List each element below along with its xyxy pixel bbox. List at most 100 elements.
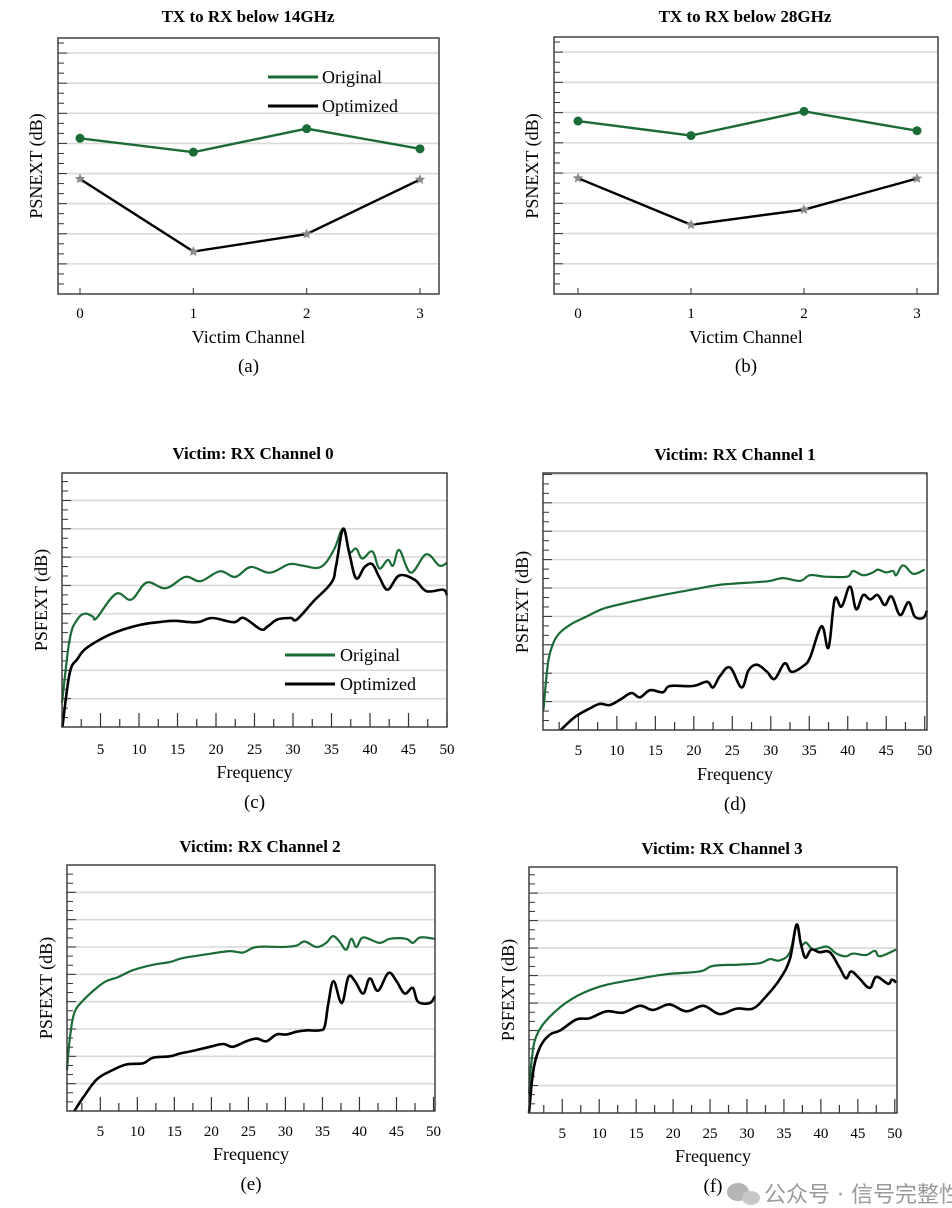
series-original: [527, 923, 897, 1094]
x-tick-label: 30: [286, 742, 301, 758]
plot-frame: [528, 866, 898, 1114]
x-tick-label: 20: [666, 1126, 681, 1142]
x-tick-label: 20: [209, 742, 224, 758]
x-tick-label: 10: [609, 743, 624, 759]
x-tick-label: 2: [800, 306, 808, 322]
data-point: [414, 174, 426, 184]
x-tick-label: 3: [913, 306, 921, 322]
x-tick-label: 10: [130, 1124, 145, 1140]
x-tick-label: 50: [917, 743, 932, 759]
x-tick-label: 35: [776, 1126, 791, 1142]
series-optimized: [73, 971, 437, 1112]
chart-title: Victim: RX Channel 3: [641, 839, 802, 858]
y-axis-label: PSFEXT (dB): [498, 939, 519, 1041]
x-tick-label: 2: [303, 306, 311, 322]
series-optimized: [74, 173, 426, 256]
chart-title: Victim: RX Channel 1: [654, 445, 815, 464]
x-tick-label: 15: [167, 1124, 182, 1140]
subfigure-caption: (f): [704, 1176, 723, 1197]
x-tick-label: 5: [575, 743, 583, 759]
x-axis-label: Frequency: [675, 1146, 751, 1166]
x-tick-label: 45: [879, 743, 894, 759]
x-tick-label: 1: [190, 306, 198, 322]
panel-d: 5 10 15 20 25 30 35 40 45 50 Victim: RX Channel 1 P…: [512, 445, 932, 815]
chart-title: Victim: RX Channel 0: [172, 444, 333, 463]
data-point: [74, 173, 86, 184]
series-original: [542, 564, 926, 711]
data-point: [188, 147, 198, 157]
x-tick-label: 25: [241, 1124, 256, 1140]
series-line: [577, 110, 918, 137]
legend-label: Original: [340, 645, 400, 665]
data-point: [415, 144, 425, 154]
data-point: [302, 124, 312, 134]
x-tick-label: 20: [204, 1124, 219, 1140]
x-tick-label: 0: [574, 306, 582, 322]
subfigure-caption: (c): [244, 792, 265, 813]
series-line: [79, 177, 421, 253]
panel-f: 5 10 15 20 25 30 35 40 45 50 Victim: RX Channel 3 P…: [498, 839, 902, 1197]
x-tick-label: 0: [76, 306, 84, 322]
series-line: [65, 935, 436, 1071]
series-optimized: [527, 923, 898, 1114]
x-tick-label: 25: [247, 742, 262, 758]
x-tick-label: 10: [132, 742, 147, 758]
data-point: [799, 106, 809, 116]
y-axis-label: PSFEXT (dB): [31, 549, 52, 651]
series-line: [79, 127, 421, 154]
data-point: [573, 116, 583, 126]
x-tick-label: 35: [802, 743, 817, 759]
data-point: [685, 219, 697, 230]
x-tick-label: 25: [703, 1126, 718, 1142]
y-axis-label: PSFEXT (dB): [36, 937, 57, 1039]
x-tick-label: 5: [97, 742, 105, 758]
x-axis-label: Frequency: [213, 1144, 289, 1164]
legend: Original Optimized: [268, 67, 398, 116]
x-tick-label: 1: [687, 306, 695, 322]
panel-b: 0 1 2 3 TX to RX below 28GHz PSNEXT (dB) Victi…: [522, 7, 939, 377]
x-tick-label: 45: [401, 742, 416, 758]
x-tick-label: 10: [592, 1126, 607, 1142]
x-tick-label: 3: [416, 306, 424, 322]
data-point: [911, 173, 923, 183]
series-original: [60, 527, 448, 704]
plot-frame: [66, 864, 436, 1112]
data-point: [301, 228, 312, 239]
x-tick-label: 15: [648, 743, 663, 759]
series-optimized: [559, 585, 929, 731]
y-axis-label: PSNEXT (dB): [522, 113, 543, 218]
data-point: [798, 204, 810, 215]
x-tick-label: 30: [278, 1124, 293, 1140]
subfigure-caption: (b): [735, 356, 757, 377]
legend: Original Optimized: [285, 645, 416, 694]
data-point: [912, 126, 922, 136]
wechat-icon-bubble: [742, 1191, 760, 1205]
plot-frame: [61, 472, 448, 728]
plot-frame: [542, 472, 928, 731]
x-tick-label: 50: [440, 742, 455, 758]
data-point: [686, 131, 696, 141]
series-line: [61, 527, 449, 728]
data-point: [188, 246, 199, 256]
panel-a: 0 1 2 3 Original Optimized TX to RX below 14GH…: [26, 7, 440, 377]
panel-e: 5 10 15 20 25 30 35 40 45 50 Victim: RX Channel 2 P…: [36, 837, 441, 1195]
x-tick-label: 15: [629, 1126, 644, 1142]
chart-title: TX to RX below 28GHz: [659, 7, 832, 26]
chart-title: Victim: RX Channel 2: [179, 837, 340, 856]
series-line: [527, 923, 898, 1114]
plot-frame: [553, 36, 939, 295]
y-axis-label: PSNEXT (dB): [26, 113, 47, 218]
x-tick-label: 35: [324, 742, 339, 758]
chart-title: TX to RX below 14GHz: [162, 7, 335, 26]
legend-label: Original: [322, 67, 382, 87]
subfigure-caption: (e): [240, 1174, 261, 1195]
series-original: [75, 124, 425, 157]
x-tick-label: 25: [725, 743, 740, 759]
x-tick-label: 40: [352, 1124, 367, 1140]
x-tick-label: 30: [739, 1126, 754, 1142]
data-point: [75, 133, 85, 143]
series-original: [65, 935, 436, 1071]
plot-frame: [57, 37, 440, 295]
legend-label: Optimized: [322, 96, 398, 116]
watermark: 公众号 · 信号完整性: [727, 1183, 952, 1208]
